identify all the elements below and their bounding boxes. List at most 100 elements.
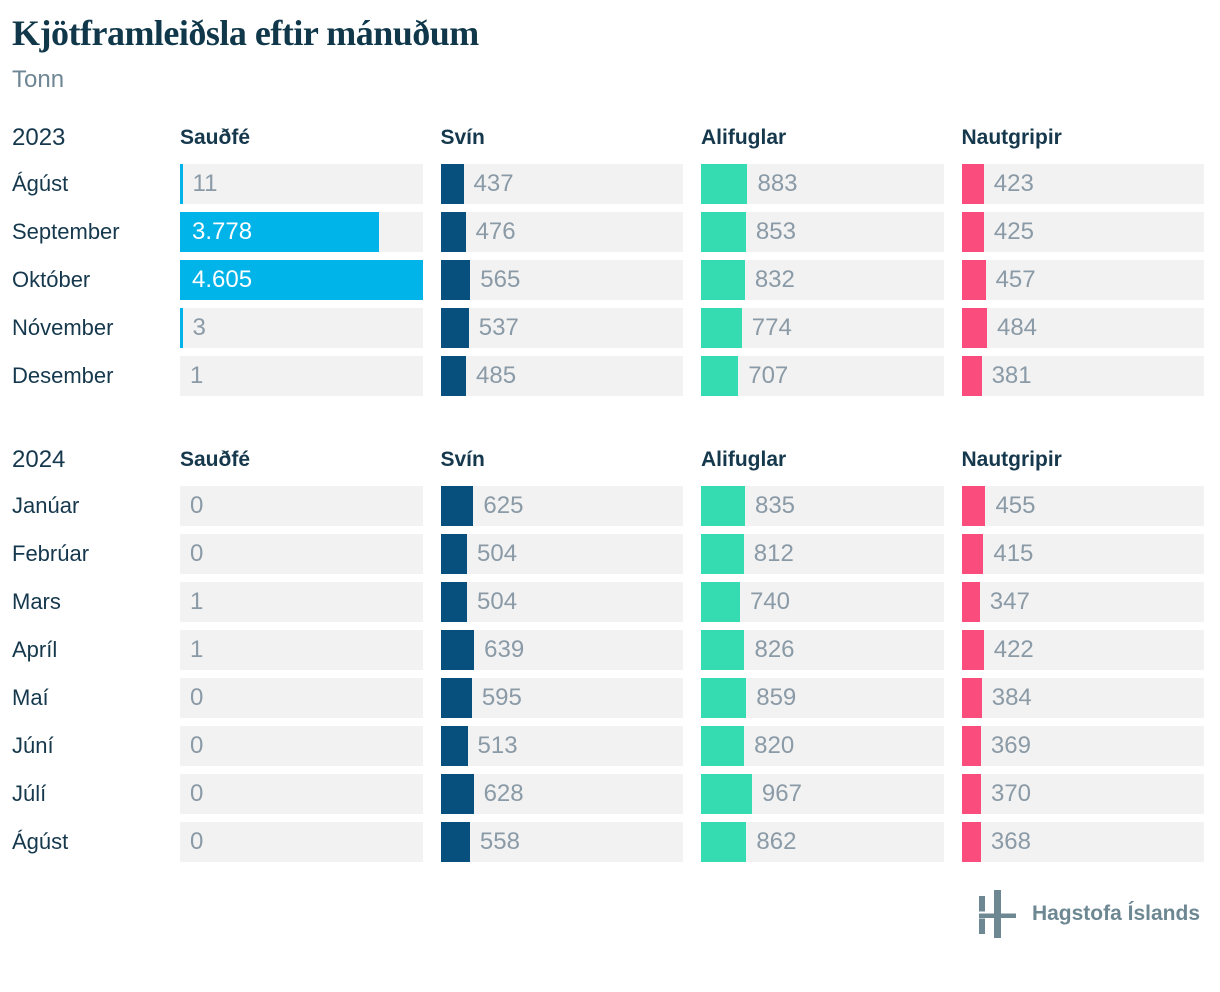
value-label: 504 bbox=[477, 587, 518, 615]
bar-cell-alifuglar: 832 bbox=[701, 259, 944, 300]
value-label: 835 bbox=[754, 491, 796, 519]
column-header-svin: Svín bbox=[440, 125, 485, 149]
value-label: 774 bbox=[751, 313, 792, 341]
value-label: 4.605 bbox=[192, 265, 253, 293]
value-bar-nautgripir bbox=[961, 163, 984, 204]
bar-cell-alifuglar: 812 bbox=[701, 533, 944, 574]
value-bar-nautgripir bbox=[961, 211, 984, 252]
column-header-nautgripir: Nautgripir bbox=[961, 125, 1062, 149]
month-label: Febrúar bbox=[12, 540, 90, 566]
table-row-agust: Ágúst 0 558 862 368 bbox=[12, 821, 1204, 862]
year-section-2024: 2024 Sauðfé Svín Alifuglar Nautgripir Janúar 0… bbox=[12, 446, 1204, 862]
bar-cell-saudfe: 3 bbox=[180, 307, 423, 348]
value-label: 476 bbox=[475, 217, 516, 245]
value-bar-svin bbox=[440, 821, 470, 862]
column-header-saudfe: Sauðfé bbox=[180, 447, 251, 471]
bar-cell-alifuglar: 774 bbox=[701, 307, 944, 348]
value-label: 0 bbox=[190, 779, 204, 807]
value-bar-nautgripir bbox=[961, 821, 981, 862]
table-row-desember: Desember 1 485 707 381 bbox=[12, 355, 1204, 396]
bar-cell-nautgripir: 369 bbox=[961, 725, 1204, 766]
value-label: 513 bbox=[477, 731, 518, 759]
value-bar-nautgripir bbox=[961, 725, 981, 766]
value-label: 381 bbox=[991, 361, 1032, 389]
value-label: 1 bbox=[190, 361, 204, 389]
value-bar-nautgripir bbox=[961, 307, 987, 348]
month-label: September bbox=[12, 218, 120, 244]
value-bar-svin bbox=[440, 725, 468, 766]
month-label: Desember bbox=[12, 362, 114, 388]
value-label: 504 bbox=[477, 539, 518, 567]
value-label: 425 bbox=[993, 217, 1034, 245]
value-bar-nautgripir bbox=[961, 773, 981, 814]
bar-cell-nautgripir: 484 bbox=[961, 307, 1204, 348]
table-row-juni: Júní 0 513 820 369 bbox=[12, 725, 1204, 766]
value-bar-alifuglar bbox=[701, 821, 747, 862]
value-label: 0 bbox=[190, 827, 204, 855]
bar-cell-alifuglar: 853 bbox=[701, 211, 944, 252]
month-label: Júní bbox=[12, 732, 54, 758]
value-label: 537 bbox=[478, 313, 519, 341]
bar-cell-svin: 537 bbox=[440, 307, 683, 348]
bar-cell-saudfe: 0 bbox=[180, 773, 423, 814]
brand-name: Hagstofa Íslands bbox=[1031, 901, 1200, 925]
column-header-alifuglar: Alifuglar bbox=[701, 447, 787, 471]
value-bar-nautgripir bbox=[961, 629, 984, 670]
value-bar-alifuglar bbox=[701, 163, 748, 204]
table-row-september: September 3.778 476 853 425 bbox=[12, 211, 1204, 252]
bar-cell-alifuglar: 826 bbox=[701, 629, 944, 670]
value-label: 484 bbox=[996, 313, 1038, 341]
value-label: 565 bbox=[480, 265, 521, 293]
bar-cell-saudfe: 0 bbox=[180, 485, 423, 526]
value-label: 639 bbox=[484, 635, 525, 663]
value-label: 422 bbox=[993, 635, 1034, 663]
value-label: 370 bbox=[990, 779, 1032, 807]
bar-cell-alifuglar: 740 bbox=[701, 581, 944, 622]
value-bar-alifuglar bbox=[701, 259, 745, 300]
bar-cell-svin: 558 bbox=[440, 821, 683, 862]
bar-cell-svin: 504 bbox=[440, 533, 683, 574]
value-label: 368 bbox=[990, 827, 1031, 855]
value-label: 437 bbox=[473, 169, 514, 197]
value-bar-svin bbox=[440, 677, 472, 718]
bar-cell-nautgripir: 425 bbox=[961, 211, 1204, 252]
value-bar-nautgripir bbox=[961, 355, 982, 396]
value-bar-alifuglar bbox=[701, 533, 744, 574]
column-header-alifuglar: Alifuglar bbox=[701, 125, 787, 149]
value-label: 883 bbox=[757, 169, 798, 197]
value-bar-alifuglar bbox=[701, 581, 740, 622]
bar-cell-saudfe: 1 bbox=[180, 581, 423, 622]
value-label: 595 bbox=[481, 683, 522, 711]
bar-cell-svin: 639 bbox=[440, 629, 683, 670]
bar-cell-svin: 476 bbox=[440, 211, 683, 252]
value-label: 423 bbox=[993, 169, 1034, 197]
bar-cell-saudfe: 11 bbox=[180, 163, 423, 204]
value-bar-alifuglar bbox=[701, 773, 752, 814]
bar-cell-svin: 595 bbox=[440, 677, 683, 718]
value-label: 740 bbox=[749, 587, 790, 615]
bar-cell-alifuglar: 835 bbox=[701, 485, 944, 526]
value-label: 0 bbox=[190, 491, 204, 519]
month-label: Maí bbox=[12, 684, 49, 710]
value-label: 1 bbox=[190, 587, 204, 615]
column-header-svin: Svín bbox=[440, 447, 485, 471]
value-label: 859 bbox=[756, 683, 797, 711]
value-bar-svin bbox=[440, 355, 467, 396]
table-row-november: Nóvember 3 537 774 484 bbox=[12, 307, 1204, 348]
value-bar-svin bbox=[440, 581, 468, 622]
bar-cell-svin: 504 bbox=[440, 581, 683, 622]
bar-cell-nautgripir: 384 bbox=[961, 677, 1204, 718]
table-row-mai: Maí 0 595 859 384 bbox=[12, 677, 1204, 718]
value-bar-nautgripir bbox=[961, 533, 984, 574]
value-label: 1 bbox=[190, 635, 204, 663]
year-label: 2023 bbox=[12, 123, 66, 151]
value-label: 369 bbox=[990, 731, 1031, 759]
value-label: 457 bbox=[995, 265, 1036, 293]
bar-cell-svin: 513 bbox=[440, 725, 683, 766]
value-label: 625 bbox=[483, 491, 524, 519]
bar-cell-svin: 565 bbox=[440, 259, 683, 300]
header-row: 2023 Sauðfé Svín Alifuglar Nautgripir bbox=[12, 124, 1204, 152]
bar-cell-saudfe: 0 bbox=[180, 821, 423, 862]
value-label: 812 bbox=[753, 539, 794, 567]
bar-cell-saudfe: 0 bbox=[180, 677, 423, 718]
